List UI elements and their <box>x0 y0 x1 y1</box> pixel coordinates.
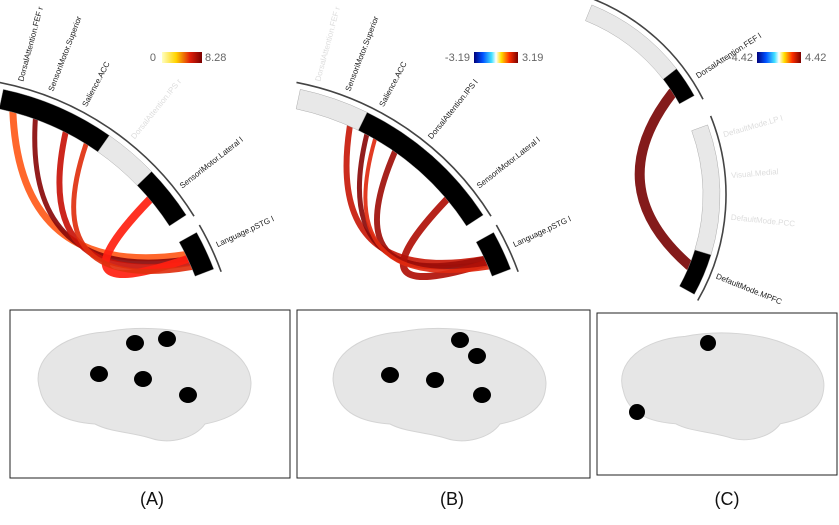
region-label: Visual.Medial <box>731 167 779 180</box>
ring-bracket <box>296 81 492 217</box>
ring-segment <box>178 232 214 277</box>
ring-segment <box>585 4 677 80</box>
region-label: DefaultMode.PCC <box>730 213 795 229</box>
connectome-ring: DorsalAttention.FEF r SensoriMotor.Superi… <box>0 5 276 278</box>
connection <box>9 108 190 262</box>
roi <box>473 387 491 403</box>
region-label: Language.pSTG l <box>512 214 573 249</box>
region-label: DorsalAttention.IPS l <box>426 78 480 141</box>
roi <box>381 367 399 383</box>
colorbar-max: 3.19 <box>522 52 543 64</box>
colorbar-min: -4.42 <box>728 52 753 64</box>
ring-segment <box>358 112 484 227</box>
colorbar-max: 4.42 <box>805 52 826 64</box>
region-label: DorsalAttention.FEF r <box>313 5 342 82</box>
region-label: SensoriMotor.Lateral l <box>178 135 245 190</box>
colorbar-min: -3.19 <box>445 52 470 64</box>
roi <box>468 348 486 364</box>
ring-bracket <box>697 115 727 301</box>
ring-bracket <box>593 0 704 100</box>
region-label: DorsalAttention.FEF r <box>16 5 45 82</box>
ring-bracket <box>495 224 519 273</box>
colorbar-max: 8.28 <box>205 52 226 64</box>
roi <box>158 331 176 347</box>
region-label: SensoriMotor.Superior <box>47 15 84 93</box>
colorbar-min: 0 <box>150 52 156 64</box>
region-label: Salience.ACC <box>377 60 408 108</box>
roi-dots <box>90 331 716 420</box>
connection <box>634 87 695 271</box>
roi <box>700 335 716 351</box>
region-label: SensoriMotor.Lateral l <box>475 135 542 190</box>
connection <box>101 195 192 278</box>
caption: (A) <box>140 489 164 509</box>
roi <box>134 371 152 387</box>
region-label: Salience.ACC <box>80 60 111 108</box>
ring-bracket <box>0 81 195 217</box>
region-label: Language.pSTG l <box>215 214 276 249</box>
region-label: DorsalAttention.IPS r <box>129 77 183 141</box>
connection <box>32 116 191 265</box>
region-label: DefaultMode.LP l <box>722 114 784 140</box>
colorbar <box>162 52 202 63</box>
roi <box>126 335 144 351</box>
ring-bracket <box>198 224 222 273</box>
ring-segment <box>136 171 187 227</box>
ring-segment <box>679 249 712 295</box>
colorbar <box>757 52 801 63</box>
roi <box>90 366 108 382</box>
region-label: SensoriMotor.Superior <box>344 15 381 93</box>
caption: (C) <box>715 489 740 509</box>
connection <box>71 141 195 274</box>
connection <box>363 137 491 273</box>
ring-segment <box>97 135 152 186</box>
connection <box>374 148 488 270</box>
ring-segment <box>662 68 695 105</box>
ring-segment <box>475 232 511 277</box>
ring-segment <box>691 124 721 256</box>
ring-segment <box>295 89 368 131</box>
roi <box>629 404 645 420</box>
connectome-ring: DorsalAttention.FEF r SensoriMotor.Superi… <box>295 5 573 280</box>
region-label: DefaultMode.MPFC <box>715 272 784 307</box>
roi <box>426 372 444 388</box>
caption: (B) <box>440 489 464 509</box>
roi <box>451 332 469 348</box>
colorbar <box>474 52 518 63</box>
roi <box>179 387 197 403</box>
